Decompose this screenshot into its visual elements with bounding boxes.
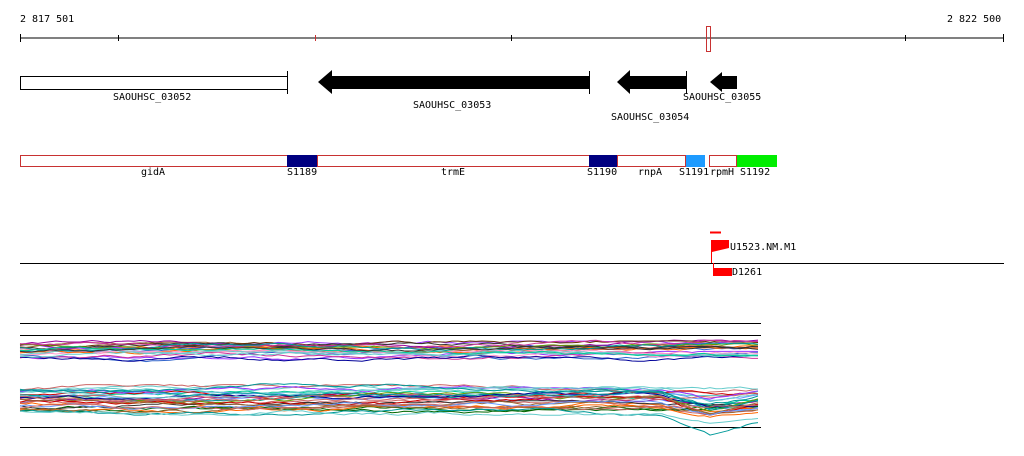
gene-saouhsc-03054-arrow[interactable]	[617, 70, 686, 94]
gene-saouhsc-03055-arrow[interactable]	[710, 72, 737, 92]
expression-trace	[19, 385, 759, 400]
expression-lower-group	[19, 383, 759, 436]
gene-label-saouhsc-03053: SAOUHSC_03053	[413, 100, 492, 111]
feature-rnpa[interactable]	[617, 155, 686, 167]
feature-s1191[interactable]	[686, 155, 705, 167]
ruler-axis	[20, 26, 1004, 52]
feature-label-rnpa: rnpA	[638, 167, 663, 178]
expression-trace	[19, 383, 759, 405]
promoter-flag-u1523[interactable]	[712, 240, 729, 252]
gene-saouhsc-03053-arrow[interactable]	[318, 70, 589, 94]
feature-label-s1190: S1190	[587, 167, 618, 178]
expression-trace	[19, 400, 759, 410]
gene-label-saouhsc-03052: SAOUHSC_03052	[113, 92, 192, 103]
expression-trace	[19, 403, 759, 411]
expression-trace	[19, 354, 759, 362]
expression-trace	[19, 340, 759, 348]
expression-trace	[19, 404, 759, 415]
ruler-start-label: 2 817 501	[20, 14, 75, 25]
promoter-box-d1261[interactable]	[714, 268, 732, 276]
feature-s1192[interactable]	[737, 155, 777, 167]
gene-label-saouhsc-03055: SAOUHSC_03055	[683, 92, 762, 103]
expression-trace	[19, 345, 759, 353]
feature-label-s1192: S1192	[740, 167, 771, 178]
promoter-shapes	[20, 231, 1004, 276]
expression-trace	[19, 342, 759, 352]
promoter-label-u1523: U1523.NM.M1	[730, 242, 797, 253]
feature-s1190[interactable]	[589, 155, 617, 167]
feature-label-rpmh: rpmH	[710, 167, 735, 178]
promoter-label-d1261: D1261	[732, 267, 763, 278]
feature-label-s1189: S1189	[287, 167, 318, 178]
feature-label-trme: trmE	[441, 167, 466, 178]
expression-trace	[19, 339, 759, 349]
expression-trace	[19, 348, 759, 358]
feature-rpmh[interactable]	[709, 155, 737, 167]
expression-upper-group	[19, 339, 759, 363]
feature-s1189[interactable]	[287, 155, 317, 167]
gene-label-saouhsc-03054: SAOUHSC_03054	[611, 112, 690, 123]
expression-trace	[19, 386, 759, 399]
expression-trace	[19, 346, 758, 356]
gene-track-shapes	[20, 70, 737, 94]
feature-label-s1191: S1191	[679, 167, 710, 178]
expression-trace	[19, 404, 759, 413]
expression-trace	[19, 409, 759, 424]
position-marker[interactable]	[706, 26, 711, 52]
feature-label-gida: gidA	[141, 167, 166, 178]
expression-trace	[19, 342, 759, 351]
ruler-end-label: 2 822 500	[947, 14, 1002, 25]
expression-trace	[20, 392, 759, 401]
